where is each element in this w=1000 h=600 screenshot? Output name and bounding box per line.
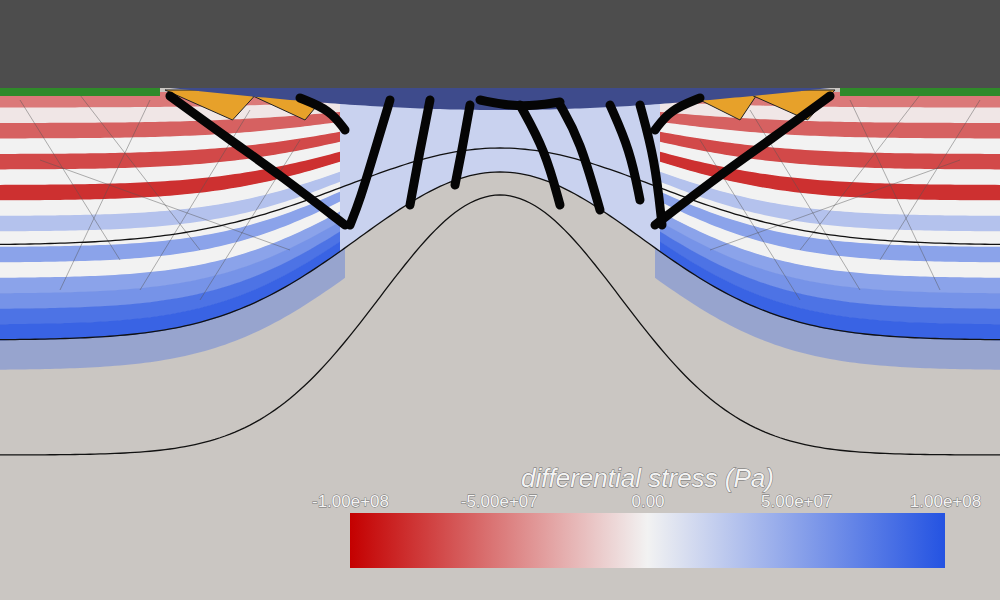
layer-boundary	[0, 195, 1000, 455]
colorbar-axis-line	[351, 513, 946, 514]
surface-sediment	[840, 88, 1000, 96]
colorbar-tick-label: -1.00e+08	[312, 492, 389, 511]
fault-zone	[300, 98, 345, 130]
stress-layer	[655, 167, 1000, 340]
fault-zone	[610, 105, 640, 200]
shear-trace	[20, 100, 120, 260]
colorbar-tick: 0.00	[631, 492, 664, 513]
colorbar-axis: -1.00e+08 -5.00e+07 0.00 5.00e+07 1.00e+08	[312, 492, 981, 514]
shear-trace	[40, 160, 290, 250]
shear-traces	[20, 95, 980, 300]
sky	[0, 0, 1000, 88]
fault-zone	[410, 100, 430, 205]
colorbar-tick: -5.00e+07	[461, 492, 538, 513]
surface-topography	[0, 88, 1000, 110]
stress-center	[340, 92, 660, 340]
colorbar-tick-label: 5.00e+07	[761, 492, 832, 511]
shear-trace	[800, 95, 920, 250]
stress-layer-tail	[0, 172, 345, 370]
fault-zones	[170, 96, 830, 225]
colorbar-tick: 1.00e+08	[910, 492, 981, 513]
fault-zone	[170, 96, 345, 225]
stress-layer-tail	[655, 172, 1000, 370]
surface-sediment	[0, 88, 160, 96]
colorbar-title: differential stress (Pa)	[521, 463, 774, 493]
shear-trace	[80, 95, 200, 250]
colorbar-tick-label: 0.00	[631, 492, 664, 511]
colorbar-tick-label: -5.00e+07	[461, 492, 538, 511]
colorbar-tick-label: 1.00e+08	[910, 492, 981, 511]
stress-side-left	[0, 92, 345, 370]
stress-side-right	[655, 92, 1000, 370]
fault-zone	[520, 105, 560, 205]
fault-zone	[560, 105, 600, 210]
fault-zone	[455, 105, 470, 185]
figure: -1.00e+08 -5.00e+07 0.00 5.00e+07 1.00e+08 di…	[0, 0, 1000, 600]
background	[0, 0, 1000, 600]
colorbar-tick: 5.00e+07	[761, 492, 832, 513]
shear-trace	[880, 100, 980, 260]
layer-boundary	[0, 148, 1000, 244]
fault-zone	[350, 100, 390, 225]
stress-layer	[0, 167, 345, 340]
colorbar-tick: -1.00e+08	[312, 492, 389, 513]
shear-trace	[700, 140, 800, 300]
shear-trace	[200, 140, 300, 300]
fault-zone	[480, 100, 560, 106]
colorbar-ramp	[350, 513, 945, 568]
layer-boundary	[0, 172, 1000, 340]
shear-trace	[710, 160, 960, 250]
dome-stress	[340, 92, 660, 340]
fault-zone	[655, 96, 830, 225]
stress-field	[0, 88, 1000, 455]
colorbar: -1.00e+08 -5.00e+07 0.00 5.00e+07 1.00e+08 di…	[312, 463, 981, 568]
fault-zone	[655, 98, 700, 130]
